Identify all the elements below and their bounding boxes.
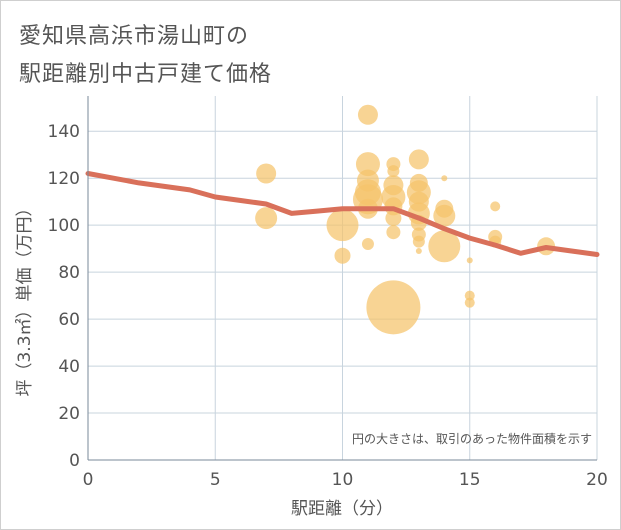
x-tick-label: 0 xyxy=(83,470,94,490)
axes: 0 20 40 60 80 100 120 140 0 5 10 15 20 xyxy=(48,96,608,490)
chart-title-line-2: 駅距離別中古戸建て価格 xyxy=(19,62,273,87)
data-bubble xyxy=(386,225,401,240)
bubble-series xyxy=(255,104,556,335)
data-bubble xyxy=(385,210,402,227)
data-bubble xyxy=(355,152,380,177)
y-tick-label: 40 xyxy=(58,357,80,377)
data-bubble xyxy=(357,104,378,125)
data-bubble xyxy=(433,204,456,227)
trend-line-group xyxy=(85,171,600,257)
data-bubble xyxy=(366,280,421,335)
data-bubble xyxy=(361,237,374,250)
chart-title-line-1: 愛知県高浜市湯山町の xyxy=(19,24,250,49)
data-bubble xyxy=(387,165,400,178)
y-tick-label: 60 xyxy=(58,310,80,330)
grid-lines xyxy=(88,96,598,460)
data-bubble xyxy=(412,235,425,248)
data-bubble xyxy=(334,247,351,264)
y-tick-label: 0 xyxy=(69,451,80,471)
data-bubble xyxy=(464,290,475,301)
data-bubble xyxy=(464,297,475,308)
bubble-size-note: 円の大きさは、取引のあった物件面積を示す xyxy=(352,431,592,446)
y-axis-label: 坪（3.3㎡）単価（万円） xyxy=(15,199,35,396)
data-bubble xyxy=(415,247,422,254)
x-axis-label: 駅距離（分） xyxy=(291,499,393,519)
y-tick-label: 100 xyxy=(48,216,80,236)
x-tick-label: 15 xyxy=(459,470,481,490)
x-tick-label: 5 xyxy=(210,470,221,490)
data-bubble xyxy=(441,175,448,182)
data-bubble xyxy=(428,230,461,263)
data-bubble xyxy=(256,163,277,184)
y-tick-label: 20 xyxy=(58,404,80,424)
trend-line xyxy=(85,171,600,257)
data-bubble xyxy=(326,209,359,242)
y-tick-label: 120 xyxy=(48,169,80,189)
data-bubble xyxy=(466,257,473,264)
y-tick-label: 140 xyxy=(48,122,80,142)
x-tick-label: 10 xyxy=(332,470,354,490)
data-bubble xyxy=(490,201,501,212)
x-tick-label: 20 xyxy=(586,470,608,490)
data-bubble xyxy=(408,149,429,170)
y-tick-label: 80 xyxy=(58,263,80,283)
data-bubble xyxy=(255,207,278,230)
